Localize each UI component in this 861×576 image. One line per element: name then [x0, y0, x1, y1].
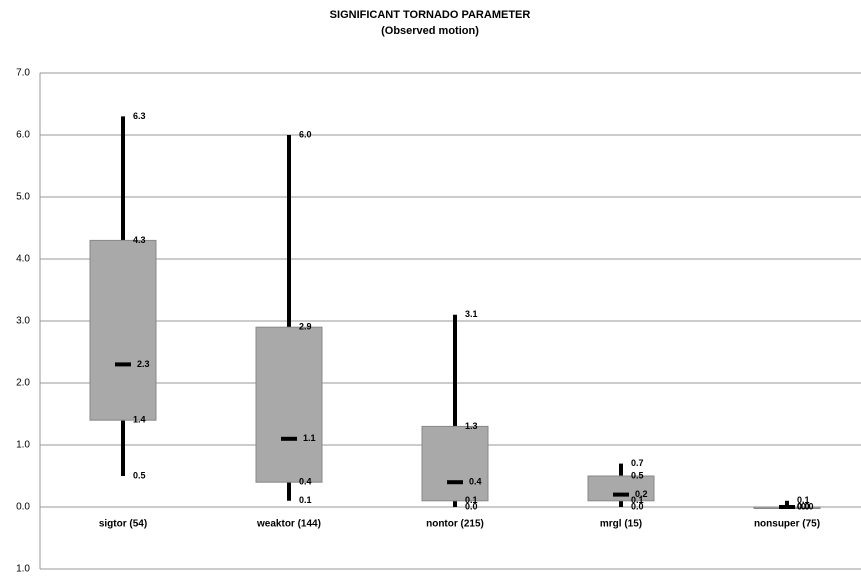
value-label: 6.3	[133, 111, 146, 121]
value-label: 0.5	[133, 470, 146, 480]
value-label: 0.1	[631, 495, 644, 505]
y-tick-label: 3.0	[16, 316, 30, 327]
value-label: 1.4	[133, 415, 146, 425]
y-tick-label: 7.0	[16, 68, 30, 79]
chart-subtitle: (Observed motion)	[381, 25, 479, 37]
box	[587, 475, 655, 502]
box	[255, 326, 323, 483]
y-tick-label: 1.0	[16, 440, 30, 451]
value-label: 0.0	[797, 501, 810, 511]
value-label: 0.4	[299, 477, 312, 487]
value-label: 0.1	[299, 495, 312, 505]
value-label: 0.1	[465, 495, 478, 505]
y-tick-label: 0.0	[16, 502, 30, 513]
chart-title: SIGNIFICANT TORNADO PARAMETER	[330, 9, 531, 21]
value-label: 4.3	[133, 235, 146, 245]
value-label: 0.0	[801, 501, 814, 511]
value-label: 1.3	[465, 421, 478, 431]
value-label: 0.0	[465, 501, 478, 511]
y-tick-label: 5.0	[16, 192, 30, 203]
x-tick-label: nontor (215)	[426, 519, 484, 530]
value-label: 6.0	[299, 129, 312, 139]
value-label: 0.2	[635, 489, 648, 499]
x-tick-label: mrgl (15)	[600, 519, 642, 530]
value-label: 0.0	[631, 501, 644, 511]
y-tick-label: 2.0	[16, 378, 30, 389]
box	[421, 425, 489, 502]
value-label: 0.0	[797, 501, 810, 511]
y-tick-label: 1.0	[16, 564, 30, 575]
value-label: 0.4	[469, 477, 482, 487]
value-label: 0.0	[797, 501, 810, 511]
value-label: 0.1	[797, 495, 810, 505]
value-label: 0.7	[631, 458, 644, 468]
value-label: 0.5	[631, 470, 644, 480]
x-tick-label: weaktor (144)	[256, 519, 321, 530]
x-tick-label: sigtor (54)	[99, 519, 147, 530]
box	[89, 239, 157, 421]
y-tick-label: 6.0	[16, 130, 30, 141]
value-label: 1.1	[303, 433, 316, 443]
value-label: 3.1	[465, 309, 478, 319]
value-label: 2.3	[137, 359, 150, 369]
y-tick-label: 4.0	[16, 254, 30, 265]
value-label: 2.9	[299, 322, 312, 332]
x-tick-label: nonsuper (75)	[754, 519, 820, 530]
